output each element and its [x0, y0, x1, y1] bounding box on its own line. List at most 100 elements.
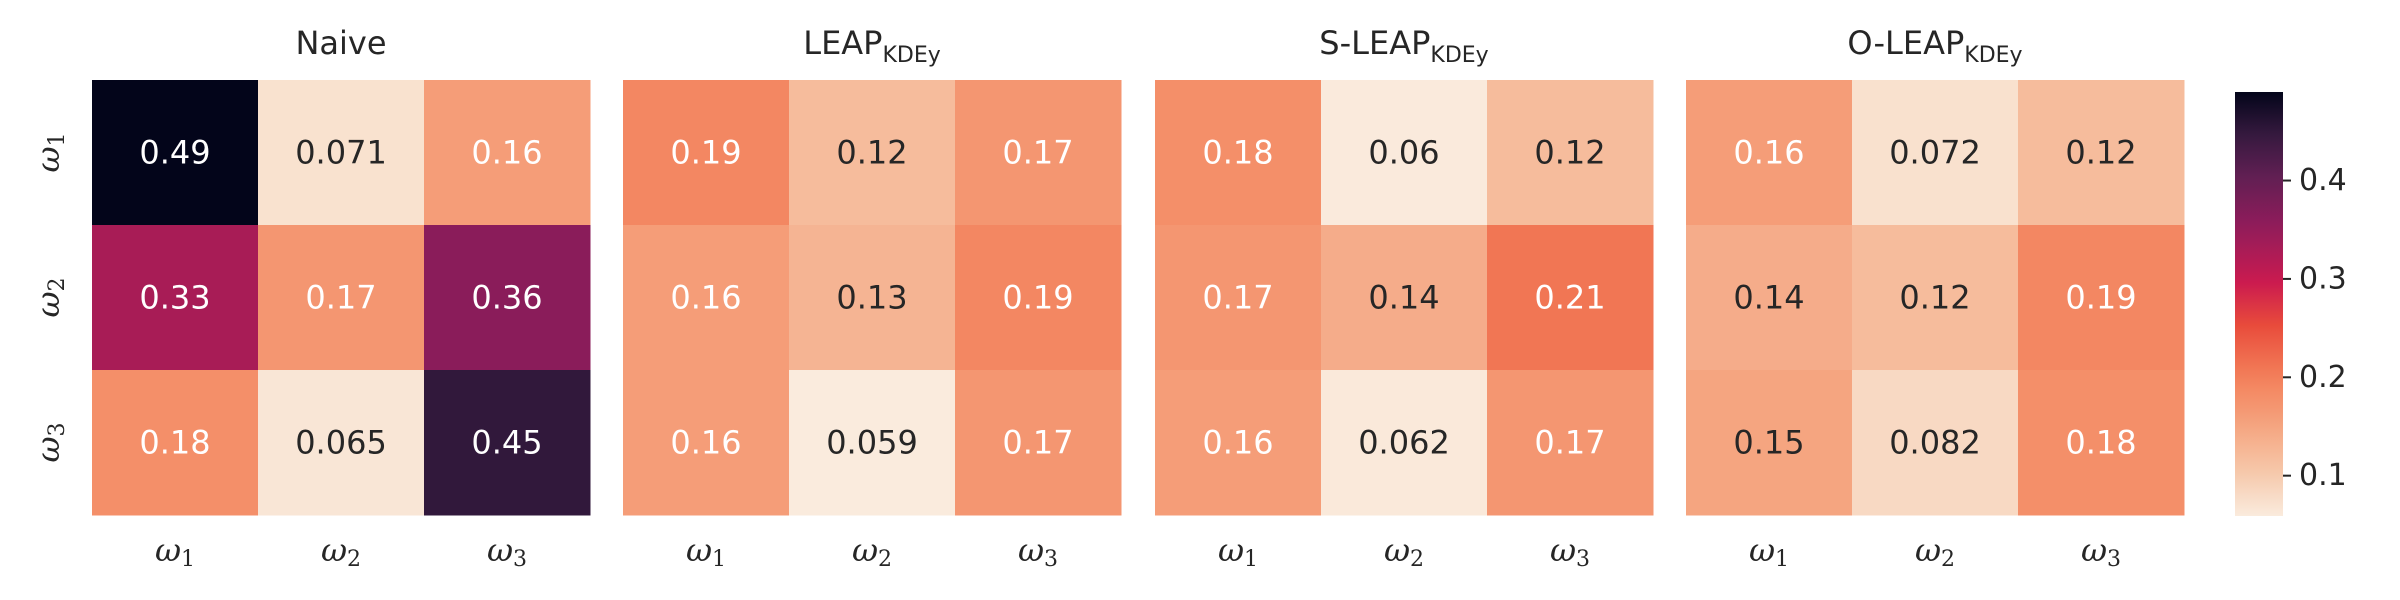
cell-value-label: 0.17	[305, 279, 376, 317]
cell-value-label: 0.12	[836, 134, 907, 172]
y-tick-label: ω1	[29, 132, 71, 172]
panel-title: S-LEAPKDEy	[1319, 24, 1488, 68]
x-tick-label: ω2	[321, 531, 361, 573]
cell-value-label: 0.17	[1202, 279, 1273, 317]
cell-value-label: 0.33	[139, 279, 210, 317]
heatmap-cell	[1686, 225, 1853, 371]
heatmap-cell	[1487, 80, 1654, 226]
heatmap-cell	[2018, 225, 2185, 371]
panel-title: LEAPKDEy	[803, 24, 941, 68]
x-tick-label: ω1	[1218, 531, 1258, 573]
heatmap-cell	[1852, 80, 2019, 226]
heatmap-panel-2: LEAPKDEy 0.19 0.12 0.17 0.16 0.13 0.19 0.16 0.05…	[623, 24, 1122, 572]
heatmap-cell	[623, 225, 790, 371]
heatmap-cell	[1155, 80, 1322, 226]
x-tick-label: ω3	[1550, 531, 1590, 573]
cell-value-label: 0.13	[836, 279, 907, 317]
cell-value-label: 0.16	[1733, 134, 1804, 172]
cell-value-label: 0.45	[471, 424, 542, 462]
cell-value-label: 0.12	[1899, 279, 1970, 317]
cell-value-label: 0.49	[139, 134, 210, 172]
cell-value-label: 0.36	[471, 279, 542, 317]
x-tick-label: ω2	[1915, 531, 1955, 573]
heatmap-cell	[92, 370, 259, 516]
colorbar-tick-label: 0.4	[2299, 163, 2347, 198]
colorbar-tick-label: 0.3	[2299, 261, 2347, 296]
x-tick-label: ω1	[155, 531, 195, 573]
colorbar: 0.1 0.2 0.3 0.4	[2235, 92, 2347, 516]
heatmap-cell	[789, 80, 956, 226]
heatmap-cell	[92, 80, 259, 226]
cell-value-label: 0.16	[670, 279, 741, 317]
heatmap-cell	[1155, 225, 1322, 371]
colorbar-tick-label: 0.2	[2299, 360, 2347, 395]
cell-value-label: 0.06	[1368, 134, 1439, 172]
heatmap-cell	[1852, 370, 2019, 516]
heatmap-cell	[1686, 80, 1853, 226]
cell-value-label: 0.059	[826, 424, 918, 462]
cell-value-label: 0.17	[1002, 424, 1073, 462]
cell-value-label: 0.18	[2065, 424, 2136, 462]
panel-title: O-LEAPKDEy	[1847, 24, 2022, 68]
cell-value-label: 0.16	[1202, 424, 1273, 462]
heatmap-cell	[1852, 225, 2019, 371]
x-tick-label: ω2	[1384, 531, 1424, 573]
heatmap-cell	[258, 225, 425, 371]
x-tick-label: ω1	[1749, 531, 1789, 573]
heatmap-panels: Naive 0.49 0.071 0.16 0.33 0.17 0.36 0.18 0.065 0…	[29, 24, 2185, 572]
cell-value-label: 0.19	[1002, 279, 1073, 317]
cell-value-label: 0.16	[471, 134, 542, 172]
colorbar-gradient	[2235, 92, 2283, 516]
cell-value-label: 0.15	[1733, 424, 1804, 462]
x-tick-label: ω2	[852, 531, 892, 573]
x-tick-label: ω3	[1018, 531, 1058, 573]
heatmap-cell	[955, 225, 1122, 371]
cell-value-label: 0.17	[1002, 134, 1073, 172]
heatmap-cell	[789, 370, 956, 516]
cell-value-label: 0.17	[1534, 424, 1605, 462]
heatmap-cell	[258, 370, 425, 516]
heatmap-cell	[2018, 80, 2185, 226]
y-tick-label: ω3	[29, 422, 71, 462]
heatmap-cell	[2018, 370, 2185, 516]
cell-value-label: 0.16	[670, 424, 741, 462]
heatmap-cell	[1487, 370, 1654, 516]
heatmap-cell	[92, 225, 259, 371]
heatmap-cell	[623, 80, 790, 226]
heatmap-cell	[1321, 80, 1488, 226]
cell-value-label: 0.071	[295, 134, 387, 172]
cell-value-label: 0.19	[2065, 279, 2136, 317]
cell-value-label: 0.19	[670, 134, 741, 172]
cell-value-label: 0.12	[2065, 134, 2136, 172]
cell-value-label: 0.065	[295, 424, 387, 462]
heatmap-panel-3: S-LEAPKDEy 0.18 0.06 0.12 0.17 0.14 0.21 0.16 0.…	[1155, 24, 1654, 572]
cell-value-label: 0.18	[139, 424, 210, 462]
heatmap-cell	[258, 80, 425, 226]
x-tick-label: ω3	[2081, 531, 2121, 573]
heatmap-cell	[955, 370, 1122, 516]
cell-value-label: 0.21	[1534, 279, 1605, 317]
heatmap-cell	[789, 225, 956, 371]
heatmap-cell	[623, 370, 790, 516]
heatmap-cell	[1487, 225, 1654, 371]
heatmap-cell	[424, 370, 591, 516]
heatmap-cell	[1321, 370, 1488, 516]
heatmap-panel-4: O-LEAPKDEy 0.16 0.072 0.12 0.14 0.12 0.19 0.15 0…	[1686, 24, 2185, 572]
cell-value-label: 0.062	[1358, 424, 1450, 462]
cell-value-label: 0.14	[1733, 279, 1804, 317]
heatmap-cell	[1686, 370, 1853, 516]
colorbar-tick-label: 0.1	[2299, 458, 2347, 493]
cell-value-label: 0.072	[1889, 134, 1981, 172]
heatmap-cell	[1321, 225, 1488, 371]
y-tick-label: ω2	[29, 277, 71, 317]
cell-value-label: 0.14	[1368, 279, 1439, 317]
x-tick-label: ω1	[686, 531, 726, 573]
heatmap-cell	[424, 80, 591, 226]
cell-value-label: 0.082	[1889, 424, 1981, 462]
x-tick-label: ω3	[487, 531, 527, 573]
cell-value-label: 0.18	[1202, 134, 1273, 172]
heatmap-cell	[424, 225, 591, 371]
heatmap-cell	[955, 80, 1122, 226]
cell-value-label: 0.12	[1534, 134, 1605, 172]
